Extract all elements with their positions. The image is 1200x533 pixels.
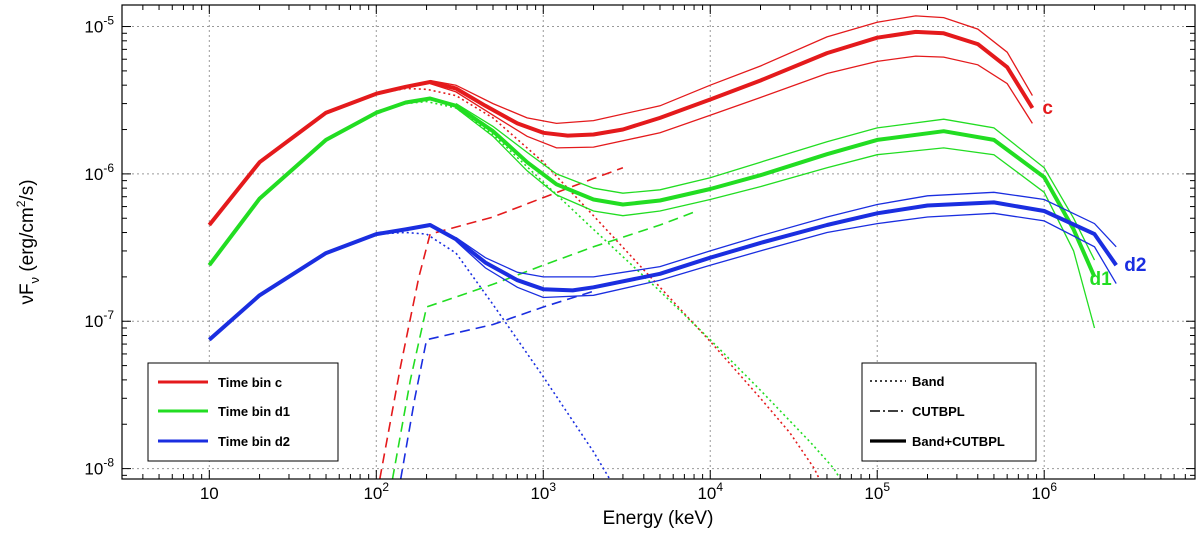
- cutbpl-component-c: [379, 167, 624, 479]
- y-tick-label: 10-8: [84, 456, 114, 479]
- cutbpl-component-d1: [391, 211, 695, 479]
- plot-area: [207, 15, 1118, 479]
- y-axis-label-units: (erg/cm: [17, 207, 38, 277]
- cutbpl-component-d2: [399, 290, 594, 479]
- envelope-upper-d1: [455, 103, 1096, 261]
- y-axis-label-sub: ν: [27, 277, 42, 284]
- band-cutbpl-total-d2: [207, 200, 1118, 342]
- y-axis-label-base: νF: [17, 283, 38, 304]
- x-tick-base: 10: [363, 484, 382, 503]
- x-tick-exp: 4: [716, 480, 723, 494]
- x-tick-label: 106: [1031, 480, 1057, 503]
- y-tick-label: 10-6: [84, 161, 114, 184]
- curve-label-c: c: [1042, 98, 1053, 119]
- legend-time-bins: Time bin c Time bin d1 Time bin d2: [147, 362, 339, 462]
- envelope-upper-d2: [455, 191, 1117, 278]
- y-axis-label-units-end: /s): [17, 179, 38, 200]
- envelope-lower-d1: [455, 107, 1096, 329]
- envelope-upper-c: [429, 15, 1033, 125]
- y-tick-exp: -5: [103, 14, 114, 28]
- x-axis-label: Energy (keV): [603, 508, 714, 529]
- legend-label-band-cutbpl: Band+CUTBPL: [912, 434, 1005, 449]
- series-d2: [207, 191, 1118, 479]
- x-tick-base: 10: [200, 484, 219, 503]
- curve-label-d1: d1: [1089, 269, 1112, 290]
- legend-label-band: Band: [912, 374, 945, 389]
- legend-components-box: [861, 362, 1037, 462]
- y-tick-exp: -7: [103, 308, 114, 322]
- band-cutbpl-total-c: [207, 29, 1035, 227]
- y-tick-base: 10: [84, 312, 103, 331]
- y-tick-exp: -6: [103, 161, 114, 175]
- curve-labels: c d1 d2: [1042, 98, 1146, 290]
- band-component-d2: [208, 231, 611, 479]
- y-axis-label: νFν (erg/cm2/s): [14, 179, 42, 304]
- curve-label-d2: d2: [1124, 255, 1146, 276]
- x-tick-label: 105: [864, 480, 890, 503]
- x-tick-label: 103: [530, 480, 556, 503]
- plot-frame: [121, 4, 1196, 480]
- x-tick-label: 10: [200, 484, 219, 503]
- x-tick-exp: 5: [883, 480, 890, 494]
- series-d1: [207, 96, 1097, 479]
- x-tick-base: 10: [697, 484, 716, 503]
- x-tick-label: 102: [363, 480, 389, 503]
- legend-label-time-bin-d1: Time bin d1: [218, 404, 290, 419]
- axis-ticks: [121, 5, 1196, 479]
- x-tick-exp: 3: [549, 480, 556, 494]
- y-tick-label: 10-5: [84, 14, 114, 37]
- legend-components: Band CUTBPL Band+CUTBPL: [861, 362, 1037, 462]
- legend-label-cutbpl: CUTBPL: [912, 404, 965, 419]
- y-tick-label: 10-7: [84, 308, 114, 331]
- x-tick-labels: 10 102 103 104 105 106: [200, 480, 1057, 503]
- x-tick-base: 10: [1031, 484, 1050, 503]
- legend-label-time-bin-c: Time bin c: [218, 375, 282, 390]
- envelope-lower-c: [429, 55, 1033, 149]
- y-axis-label-sup: 2: [14, 200, 28, 207]
- legend-label-time-bin-d2: Time bin d2: [218, 434, 290, 449]
- x-tick-exp: 6: [1050, 480, 1057, 494]
- y-tick-base: 10: [84, 18, 103, 37]
- band-cutbpl-total-d1: [207, 96, 1097, 278]
- x-tick-base: 10: [530, 484, 549, 503]
- x-tick-exp: 2: [382, 480, 389, 494]
- y-tick-base: 10: [84, 460, 103, 479]
- envelope-lower-d2: [455, 212, 1117, 299]
- y-tick-base: 10: [84, 165, 103, 184]
- y-tick-exp: -8: [103, 456, 114, 470]
- x-tick-base: 10: [864, 484, 883, 503]
- y-tick-labels: 10-510-610-710-8: [84, 14, 114, 479]
- x-tick-label: 104: [697, 480, 723, 503]
- series-c: [207, 15, 1035, 479]
